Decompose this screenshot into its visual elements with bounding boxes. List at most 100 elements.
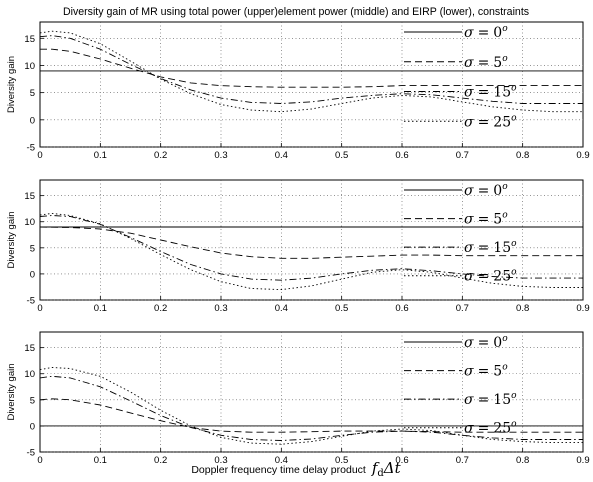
legend-sigma-symbol: σ	[464, 85, 474, 101]
legend-entry-sigma-0: σ = 0o	[464, 24, 508, 41]
x-tick-label: 0	[37, 150, 42, 161]
legend-equals: =	[478, 212, 490, 228]
x-tick-label: 0	[37, 455, 42, 466]
legend-degree: o	[511, 239, 517, 249]
x-axis-label-var: f	[371, 459, 380, 477]
legend-degree: o	[502, 211, 508, 221]
x-tick-label: 0.4	[275, 150, 288, 161]
legend-entry-sigma-15: σ = 15o	[464, 391, 517, 408]
legend-degree: o	[511, 420, 517, 430]
x-tick-label: 0.7	[456, 455, 469, 466]
y-tick-label: 5	[30, 395, 35, 406]
legend-sigma-symbol: σ	[464, 240, 474, 256]
x-tick-label: 0.9	[576, 303, 589, 314]
x-tick-label: 0.6	[395, 303, 408, 314]
x-tick-label: 0.1	[94, 455, 107, 466]
legend-equals: =	[478, 55, 490, 71]
y-tick-label: 0	[30, 269, 35, 280]
y-tick-label: 15	[24, 343, 35, 354]
legend-sigma-symbol: σ	[464, 335, 474, 351]
panel-upper: 0 0.1 0.2 0.3 0.4 0.5 0.6 0.7 0.8 0.9-5051015Dive…	[6, 21, 590, 161]
legend-entry-sigma-5: σ = 5o	[464, 363, 508, 380]
legend-equals: =	[478, 335, 490, 351]
panel-middle: 0 0.1 0.2 0.3 0.4 0.5 0.6 0.7 0.8 0.9-5051015Dive…	[6, 179, 590, 314]
y-tick-label: 15	[24, 191, 35, 202]
legend-degree: o	[511, 113, 517, 123]
legend-sigma-symbol: σ	[464, 392, 474, 408]
legend-value: 5	[493, 55, 502, 71]
x-tick-label: 0.3	[214, 150, 227, 161]
y-tick-label: 5	[30, 243, 35, 254]
legend-sigma-symbol: σ	[464, 114, 474, 130]
legend-equals: =	[478, 269, 490, 285]
legend-degree: o	[502, 182, 508, 192]
series-line-sigma-15	[40, 215, 583, 281]
series-line-sigma-15	[40, 35, 583, 104]
legend-sigma-symbol: σ	[464, 55, 474, 71]
legend-equals: =	[478, 114, 490, 130]
legend-degree: o	[511, 391, 517, 401]
legend-equals: =	[478, 183, 490, 199]
legend-value: 25	[493, 269, 511, 285]
legend-value: 15	[493, 85, 511, 101]
y-tick-label: -5	[27, 143, 35, 154]
legend-degree: o	[502, 334, 508, 344]
x-axis-label-rest: Δt	[383, 459, 402, 477]
legend-sigma-symbol: σ	[464, 364, 474, 380]
legend-equals: =	[478, 25, 490, 41]
x-tick-label: 0.4	[275, 303, 288, 314]
series-line-sigma-15	[40, 375, 583, 441]
x-tick-label: 0.2	[154, 303, 167, 314]
x-tick-label: 0.2	[154, 455, 167, 466]
legend-degree: o	[511, 84, 517, 94]
legend-value: 0	[493, 335, 502, 351]
x-tick-label: 0.9	[576, 150, 589, 161]
x-tick-label: 0.8	[516, 303, 529, 314]
legend-sigma-symbol: σ	[464, 212, 474, 228]
legend-degree: o	[502, 54, 508, 64]
legend-entry-sigma-25: σ = 25o	[464, 420, 517, 437]
y-tick-label: 10	[24, 369, 35, 380]
legend-entry-sigma-5: σ = 5o	[464, 211, 508, 228]
axes-box	[39, 179, 584, 301]
legend-value: 5	[493, 212, 502, 228]
x-tick-label: 0.8	[516, 455, 529, 466]
x-tick-label: 0.7	[456, 150, 469, 161]
legend-sigma-symbol: σ	[464, 269, 474, 285]
x-tick-label: 0.3	[214, 455, 227, 466]
x-tick-label: 0.6	[395, 150, 408, 161]
x-tick-label: 0.6	[395, 455, 408, 466]
legend-entry-sigma-15: σ = 15o	[464, 84, 517, 101]
x-tick-label: 0.7	[456, 303, 469, 314]
legend-value: 5	[493, 364, 502, 380]
figure-title: Diversity gain of MR using total power (…	[63, 6, 529, 18]
y-tick-label: 10	[24, 61, 35, 72]
series-line-sigma-25	[40, 30, 583, 113]
x-tick-label: 0.5	[335, 303, 348, 314]
x-tick-label: 0.1	[94, 303, 107, 314]
y-tick-label: 15	[24, 34, 35, 45]
legend-degree: o	[511, 268, 517, 278]
x-axis-label: Doppler frequency time delay product fdΔt	[191, 459, 401, 479]
legend-equals: =	[478, 364, 490, 380]
legend-sigma-symbol: σ	[464, 183, 474, 199]
legend-degree: o	[502, 24, 508, 34]
legend-entry-sigma-25: σ = 25o	[464, 268, 517, 285]
series-line-sigma-25	[40, 367, 583, 445]
y-axis-label: Diversity gain	[6, 56, 17, 113]
legend-entry-sigma-0: σ = 0o	[464, 182, 508, 199]
legend-equals: =	[478, 421, 490, 437]
y-tick-label: 5	[30, 88, 35, 99]
axes-box	[39, 21, 584, 148]
y-tick-label: -5	[27, 296, 35, 307]
panel-lower: 0 0.1 0.2 0.3 0.4 0.5 0.6 0.7 0.8 0.9-5051015Dive…	[6, 331, 590, 466]
x-axis-label-sub: d	[377, 468, 384, 479]
legend-sigma-symbol: σ	[464, 421, 474, 437]
legend-degree: o	[502, 363, 508, 373]
y-tick-label: -5	[27, 448, 35, 459]
legend-value: 15	[493, 392, 511, 408]
